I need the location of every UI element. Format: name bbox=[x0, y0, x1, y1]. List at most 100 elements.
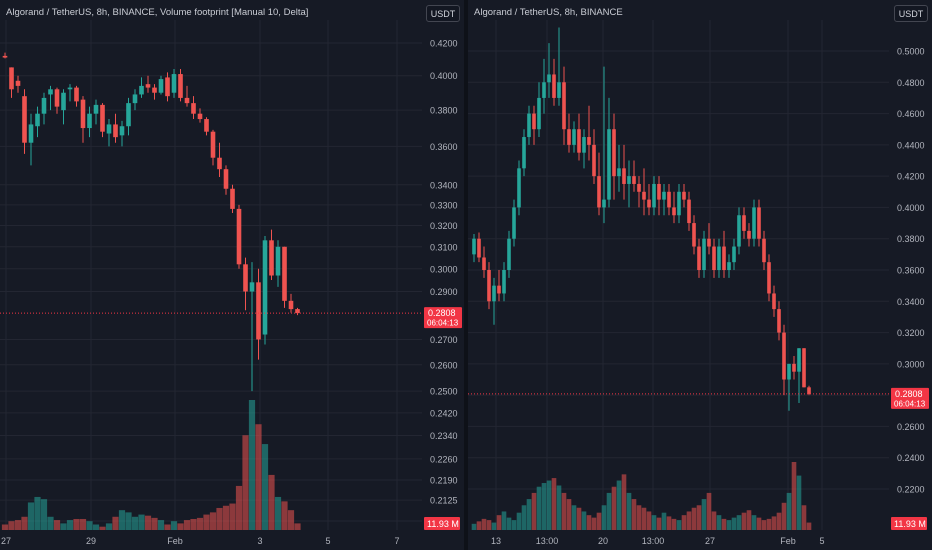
candle-body bbox=[727, 262, 731, 270]
time-tick-label: 5 bbox=[325, 536, 330, 546]
candle-body bbox=[139, 85, 144, 95]
candle-body bbox=[607, 129, 611, 200]
volume-bar bbox=[536, 486, 542, 530]
volume-bar bbox=[801, 505, 807, 530]
volume-bar bbox=[79, 518, 87, 530]
volume-badge bbox=[891, 517, 927, 530]
candle-body bbox=[487, 270, 491, 302]
volume-bar bbox=[112, 516, 119, 530]
candle-body bbox=[492, 285, 496, 302]
candle-body bbox=[256, 282, 261, 340]
volume-bar bbox=[576, 507, 582, 530]
candle-body bbox=[126, 103, 131, 127]
candle-body bbox=[787, 363, 791, 380]
candle-body bbox=[757, 207, 761, 239]
time-tick-label: 13 bbox=[491, 536, 501, 546]
volume-bar bbox=[686, 511, 692, 530]
candle-body bbox=[712, 246, 716, 270]
left-chart-pane[interactable]: 0.4200 0.4000 0.3800 0.3600 0.3400 0.3300 0.32… bbox=[0, 0, 464, 550]
volume-bar bbox=[746, 510, 752, 530]
volume-bar bbox=[696, 505, 702, 530]
candle-body bbox=[647, 199, 651, 208]
candle-body bbox=[184, 97, 190, 104]
candle-body bbox=[145, 84, 151, 88]
candle-body bbox=[191, 103, 196, 114]
candle-body bbox=[662, 191, 666, 200]
candle-body bbox=[542, 82, 546, 98]
candle-body bbox=[512, 207, 516, 239]
volume-bar bbox=[506, 517, 512, 530]
volume-bar bbox=[691, 507, 697, 530]
candle-body bbox=[93, 104, 99, 114]
volume-bar bbox=[491, 522, 497, 530]
candle-body bbox=[722, 246, 726, 270]
volume-bar bbox=[621, 474, 627, 530]
candle-body bbox=[497, 285, 501, 294]
candle-body bbox=[87, 113, 92, 129]
volume-bar bbox=[681, 515, 687, 530]
left-currency-button[interactable]: USDT bbox=[426, 5, 460, 22]
candle-body bbox=[532, 113, 536, 130]
price-tick-label: 0.2190 bbox=[430, 475, 458, 485]
price-tick-label: 0.3600 bbox=[430, 142, 458, 152]
candle-body bbox=[552, 74, 556, 98]
candle-body bbox=[171, 74, 177, 93]
price-tick-label: 0.2900 bbox=[430, 287, 458, 297]
candle-body bbox=[767, 262, 771, 294]
candle-body bbox=[158, 79, 164, 93]
candle-body bbox=[217, 157, 222, 170]
volume-bar bbox=[731, 517, 737, 530]
candle-body bbox=[61, 92, 66, 111]
time-tick-label: 13:00 bbox=[642, 536, 665, 546]
candle-body bbox=[236, 208, 242, 265]
volume-bar bbox=[761, 520, 767, 530]
candle-body bbox=[35, 113, 40, 127]
candle-body bbox=[517, 168, 521, 208]
candle-body bbox=[243, 264, 248, 292]
candle-body bbox=[502, 270, 506, 294]
candle-body bbox=[707, 238, 711, 247]
candle-body bbox=[557, 82, 561, 98]
volume-bar bbox=[34, 496, 41, 530]
volume-bar bbox=[586, 515, 592, 530]
candle-body bbox=[262, 240, 268, 335]
volume-bar bbox=[294, 523, 301, 530]
right-legend-title[interactable]: Algorand / TetherUS, 8h, BINANCE bbox=[474, 7, 623, 18]
volume-bar bbox=[196, 517, 204, 530]
volume-bar bbox=[601, 505, 607, 530]
right-chart-pane[interactable]: 0.5000 0.4800 0.4600 0.4400 0.4200 0.4000 0.38… bbox=[468, 0, 932, 550]
volume-bar bbox=[476, 521, 482, 530]
right-currency-button[interactable]: USDT bbox=[894, 5, 928, 22]
left-legend-title[interactable]: Algorand / TetherUS, 8h, BINANCE, Volume… bbox=[6, 7, 309, 18]
volume-bar bbox=[138, 514, 145, 530]
volume-bar bbox=[796, 475, 802, 530]
volume-bar bbox=[631, 499, 637, 530]
candle-body bbox=[682, 191, 686, 200]
volume-bar bbox=[66, 520, 74, 530]
candle-body bbox=[737, 215, 741, 247]
volume-bar bbox=[671, 518, 677, 530]
volume-bar bbox=[626, 492, 632, 530]
volume-bar bbox=[676, 520, 682, 530]
volume-bar bbox=[209, 512, 217, 530]
candle-body bbox=[632, 176, 636, 184]
candle-body bbox=[67, 87, 73, 90]
candle-body bbox=[507, 238, 511, 270]
right-chart-canvas[interactable]: 0.5000 0.4800 0.4600 0.4400 0.4200 0.4000 0.38… bbox=[468, 0, 932, 550]
candle-body bbox=[22, 96, 27, 143]
volume-bar bbox=[486, 520, 492, 530]
pane-divider[interactable] bbox=[464, 0, 468, 550]
candle-body bbox=[777, 309, 781, 333]
volume-bar bbox=[616, 480, 622, 530]
volume-bar bbox=[125, 512, 132, 530]
price-tick-label: 0.4800 bbox=[897, 78, 925, 88]
volume-bar bbox=[721, 518, 727, 530]
left-chart-canvas[interactable]: 0.4200 0.4000 0.3800 0.3600 0.3400 0.3300 0.32… bbox=[0, 0, 464, 550]
volume-bar bbox=[666, 516, 672, 530]
volume-bar bbox=[99, 526, 106, 530]
volume-bar bbox=[511, 520, 517, 530]
volume-bar bbox=[706, 492, 712, 530]
volume-bar bbox=[268, 474, 275, 530]
volume-bar bbox=[806, 522, 812, 530]
candle-body bbox=[617, 168, 621, 177]
